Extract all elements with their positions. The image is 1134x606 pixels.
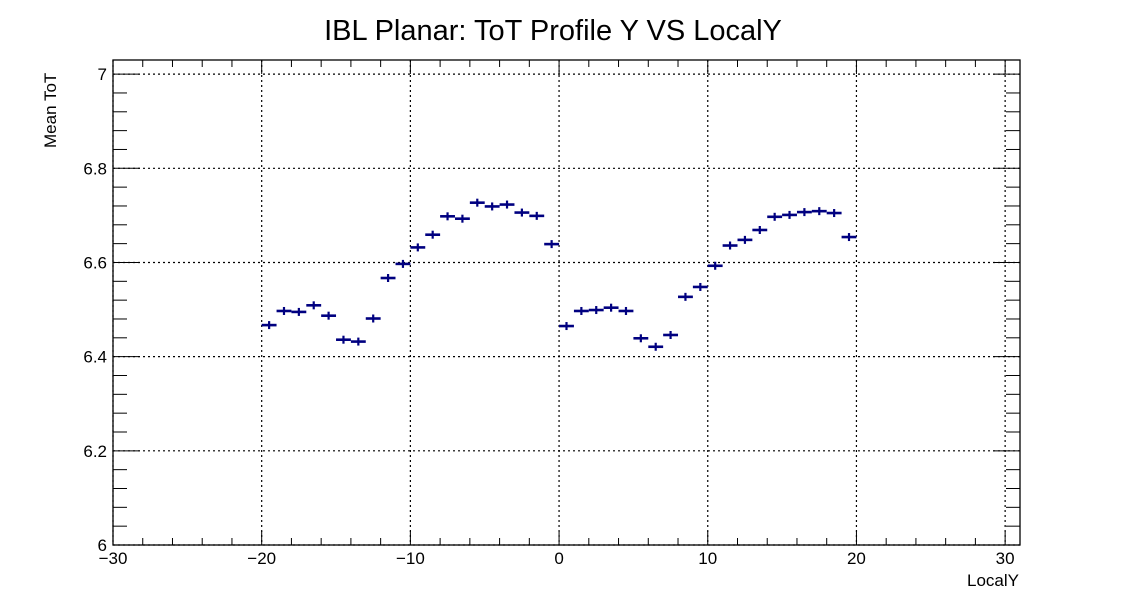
data-point — [410, 243, 426, 252]
data-point — [350, 337, 366, 346]
data-point — [722, 241, 738, 250]
data-point — [440, 212, 455, 221]
y-tick-label: 6.4 — [83, 348, 107, 367]
data-point — [752, 225, 768, 234]
data-point — [306, 301, 322, 310]
data-point — [469, 198, 485, 207]
x-tick-labels: −30 −20 −10 0 10 20 30 — [99, 549, 1015, 568]
y-tick-label: 6.8 — [83, 159, 107, 178]
x-tick-label: 30 — [996, 549, 1015, 568]
plot-frame — [112, 59, 1021, 546]
data-point — [618, 306, 634, 315]
data-point — [796, 208, 812, 217]
x-tick-label: −10 — [396, 549, 425, 568]
y-tick-label: 7 — [98, 65, 107, 84]
data-point — [603, 303, 619, 312]
y-tick-label: 6 — [98, 536, 107, 555]
x-tick-label: −30 — [99, 549, 128, 568]
data-point — [559, 322, 574, 331]
data-point — [454, 214, 470, 223]
data-point — [633, 334, 649, 343]
chart-title: IBL Planar: ToT Profile Y VS LocalY — [324, 15, 782, 47]
y-tick-label: 6.6 — [83, 253, 107, 272]
x-tick-label: 20 — [847, 549, 866, 568]
data-point — [544, 240, 560, 249]
axis-ticks — [112, 60, 1020, 546]
data-point — [707, 261, 723, 270]
y-tick-label: 6.2 — [83, 442, 107, 461]
data-point — [291, 307, 307, 316]
data-point — [276, 306, 292, 315]
data-point — [484, 202, 500, 211]
data-point — [678, 292, 693, 301]
data-point — [767, 212, 783, 221]
data-point — [336, 335, 351, 344]
data-point — [782, 210, 797, 219]
data-point — [573, 306, 589, 315]
data-point — [425, 230, 441, 239]
data-point — [648, 342, 664, 351]
data-point — [395, 259, 411, 268]
data-point — [499, 200, 515, 209]
data-point — [529, 211, 545, 220]
x-tick-label: 10 — [698, 549, 717, 568]
y-axis-label: Mean ToT — [41, 73, 60, 148]
data-point — [692, 282, 708, 291]
grid-lines — [112, 60, 1020, 546]
x-tick-label: −20 — [247, 549, 276, 568]
x-axis-label: LocalY — [967, 571, 1019, 590]
data-points — [261, 198, 857, 351]
data-point — [826, 209, 842, 218]
data-point — [811, 207, 827, 216]
y-tick-labels: 6 6.2 6.4 6.6 6.8 7 — [83, 65, 107, 555]
data-point — [514, 208, 530, 217]
data-point — [365, 314, 381, 323]
data-point — [841, 233, 857, 242]
x-tick-label: 0 — [554, 549, 563, 568]
data-point — [261, 321, 277, 330]
data-point — [321, 311, 337, 320]
data-point — [588, 306, 604, 315]
data-point — [663, 330, 679, 339]
data-point — [380, 274, 396, 283]
data-point — [737, 235, 753, 244]
